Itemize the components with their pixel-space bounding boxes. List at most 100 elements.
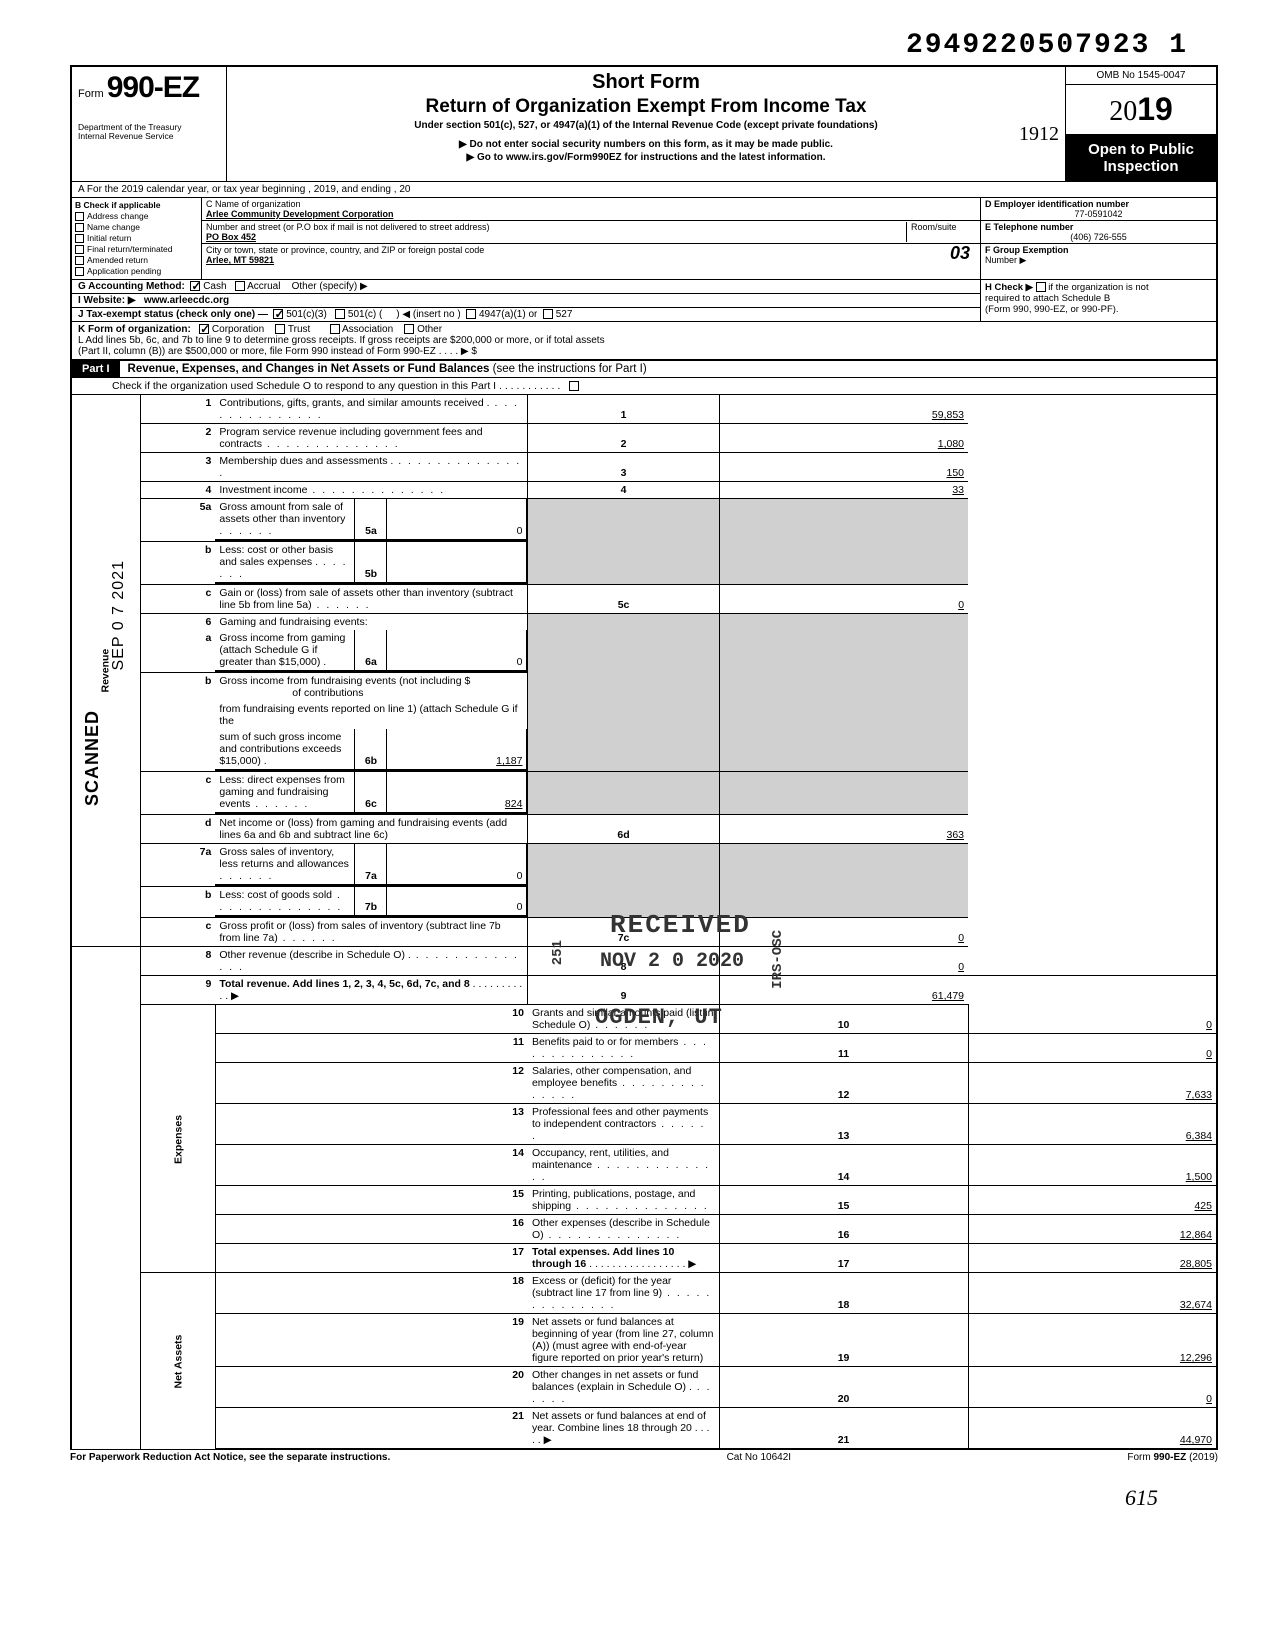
return-title: Return of Organization Exempt From Incom…	[235, 96, 1057, 118]
goto-url: ▶ Go to www.irs.gov/Form990EZ for instru…	[235, 152, 1057, 163]
netassets-vertical-label: Net Assets	[141, 1273, 216, 1450]
line-desc: Contributions, gifts, grants, and simila…	[215, 395, 528, 424]
line-num: a	[141, 630, 216, 673]
chk-other-org[interactable]	[404, 324, 414, 334]
telephone-value: (406) 726-555	[985, 232, 1212, 242]
ein-value: 77-0591042	[985, 209, 1212, 219]
line-6a-wrap: Gross income from gaming (attach Schedul…	[215, 630, 528, 673]
row-gijh: G Accounting Method: Cash Accrual Other …	[70, 279, 1218, 321]
line-box: 3	[528, 453, 719, 482]
chk-trust[interactable]	[275, 324, 285, 334]
line-amount: 61,479	[719, 976, 968, 1005]
footer: For Paperwork Reduction Act Notice, see …	[70, 1450, 1218, 1465]
chk-cash[interactable]	[190, 281, 200, 291]
line-box: 17	[719, 1244, 968, 1273]
checkbox-icon	[75, 267, 84, 276]
row-l-line1: L Add lines 5b, 6c, and 7b to line 9 to …	[78, 335, 1210, 346]
chk-accrual[interactable]	[235, 281, 245, 291]
line-box: 14	[719, 1145, 968, 1186]
label-address: Number and street (or P.O box if mail is…	[202, 221, 980, 244]
label-h: H Check ▶	[985, 282, 1033, 293]
label-city: City or town, state or province, country…	[202, 244, 980, 266]
line-desc: Printing, publications, postage, and shi…	[528, 1186, 719, 1215]
line-13: 13 Professional fees and other payments …	[71, 1104, 1217, 1145]
chk-final-return[interactable]: Final return/terminated	[75, 244, 198, 254]
part1-table: Revenue 1 Contributions, gifts, grants, …	[70, 395, 1218, 1450]
shade-cell	[719, 614, 968, 772]
row-a-tax-year: A For the 2019 calendar year, or tax yea…	[70, 181, 1218, 198]
line-6: 6 Gaming and fundraising events:	[71, 614, 1217, 631]
line-desc: Gross income from gaming (attach Schedul…	[215, 630, 355, 671]
4947-label: 4947(a)(1) or	[479, 309, 537, 320]
chk-label: Initial return	[87, 233, 131, 243]
header-left: Form 990-EZ Department of the Treasury I…	[72, 67, 227, 181]
line-desc: Professional fees and other payments to …	[528, 1104, 719, 1145]
row-i-website: I Website: ▶ www.arleecdc.org	[72, 294, 980, 308]
group-number-arrow: Number ▶	[985, 255, 1026, 265]
year-bold: 19	[1137, 91, 1173, 127]
line-num: 2	[141, 424, 216, 453]
form-prefix: Form	[78, 88, 104, 100]
chk-501c3[interactable]	[273, 309, 283, 319]
line-num: 10	[215, 1005, 528, 1034]
line-box: 18	[719, 1273, 968, 1314]
checkbox-icon	[75, 223, 84, 232]
line-desc: Less: direct expenses from gaming and fu…	[215, 772, 355, 813]
line-box: 7c	[528, 918, 719, 947]
line-16: 16 Other expenses (describe in Schedule …	[71, 1215, 1217, 1244]
open-line2: Inspection	[1068, 158, 1214, 175]
label-k: K Form of organization:	[78, 324, 191, 335]
line-box: 15	[719, 1186, 968, 1215]
label-text: C Name of organization	[206, 199, 976, 209]
line-box: 6a	[355, 630, 387, 671]
line-desc: Gross amount from sale of assets other t…	[215, 499, 355, 540]
assoc-label: Association	[342, 324, 393, 335]
line-num: 21	[215, 1408, 528, 1450]
chk-address-change[interactable]: Address change	[75, 211, 198, 221]
line-desc: Excess or (deficit) for the year (subtra…	[528, 1273, 719, 1314]
chk-schedule-o[interactable]	[569, 381, 579, 391]
line-box: 7a	[355, 844, 387, 885]
line-desc: Other revenue (describe in Schedule O) .	[215, 947, 528, 976]
line-num: 16	[215, 1215, 528, 1244]
line-4: 4 Investment income 4 33	[71, 482, 1217, 499]
section-c: C Name of organization Arlee Community D…	[202, 198, 981, 279]
chk-corporation[interactable]	[199, 324, 209, 334]
line-21-desc: Net assets or fund balances at end of ye…	[528, 1408, 719, 1450]
chk-label: Address change	[87, 211, 148, 221]
label-telephone: E Telephone number (406) 726-555	[981, 221, 1216, 244]
chk-h[interactable]	[1036, 282, 1046, 292]
chk-4947[interactable]	[466, 309, 476, 319]
line-num: 15	[215, 1186, 528, 1215]
org-city: Arlee, MT 59821	[206, 255, 976, 265]
chk-527[interactable]	[543, 309, 553, 319]
line-box: 1	[528, 395, 719, 424]
chk-application-pending[interactable]: Application pending	[75, 266, 198, 276]
label-j: J Tax-exempt status (check only one) —	[78, 309, 268, 320]
h-text1: if the organization is not	[1048, 282, 1148, 293]
line-num: 9	[141, 976, 216, 1005]
chk-initial-return[interactable]: Initial return	[75, 233, 198, 243]
checkbox-icon	[75, 245, 84, 254]
section-h: H Check ▶ if the organization is not req…	[981, 280, 1216, 321]
line-box: 2	[528, 424, 719, 453]
line-num: b	[141, 673, 216, 702]
label-ein: D Employer identification number 77-0591…	[981, 198, 1216, 221]
line-5c: c Gain or (loss) from sale of assets oth…	[71, 585, 1217, 614]
chk-501c[interactable]	[335, 309, 345, 319]
chk-association[interactable]	[330, 324, 340, 334]
line-num: c	[141, 772, 216, 815]
line-box: 16	[719, 1215, 968, 1244]
check-o-text: Check if the organization used Schedule …	[112, 380, 560, 392]
chk-amended-return[interactable]: Amended return	[75, 255, 198, 265]
line-17: 17 Total expenses. Add lines 10 through …	[71, 1244, 1217, 1273]
line-box: 10	[719, 1005, 968, 1034]
checkbox-icon	[75, 212, 84, 221]
chk-name-change[interactable]: Name change	[75, 222, 198, 232]
line-amount: 12,296	[968, 1314, 1217, 1367]
line-desc: Net assets or fund balances at beginning…	[528, 1314, 719, 1367]
527-label: 527	[556, 309, 573, 320]
line-num: 14	[215, 1145, 528, 1186]
desc-part1: Gross income from fundraising events (no…	[219, 675, 470, 687]
line-desc: sum of such gross income and contributio…	[215, 729, 355, 770]
